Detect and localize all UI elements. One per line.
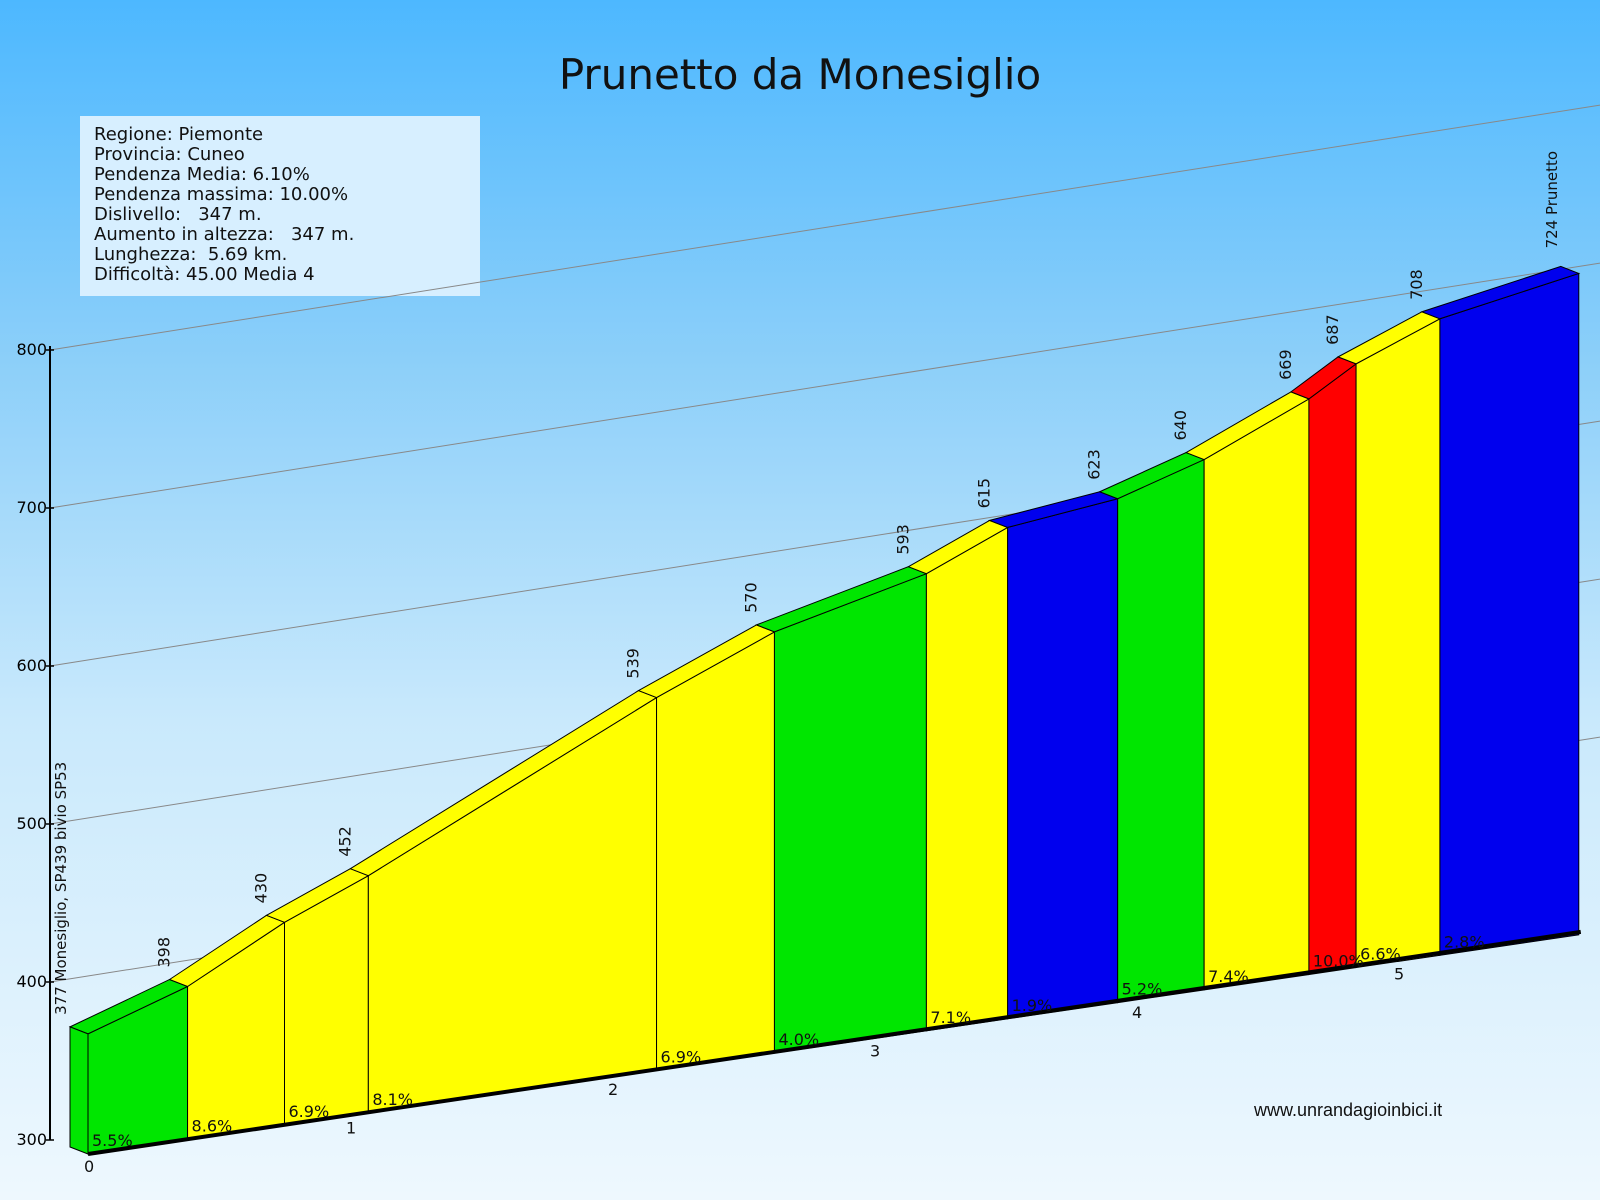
elevation-label: 623 — [1085, 449, 1104, 480]
distance-baseline: 0 1 2 3 4 5 — [84, 929, 1582, 1176]
grade-label: 7.1% — [930, 1008, 971, 1027]
elevation-label: 708 — [1407, 269, 1426, 300]
segment-face — [656, 631, 775, 1072]
end-label: 724 Prunetto — [1543, 151, 1561, 249]
segment-face — [1308, 362, 1357, 976]
grade-label: 6.6% — [1360, 945, 1401, 964]
segment-face — [1007, 498, 1119, 1020]
y-axis: 300 400 500 600 700 800 — [16, 340, 54, 1149]
baseline — [87, 929, 1582, 1156]
grade-label: 8.6% — [192, 1116, 233, 1135]
y-tick-label: 300 — [16, 1130, 47, 1149]
y-tick-label: 800 — [16, 340, 47, 359]
grade-label: 2.8% — [1444, 932, 1485, 951]
km-tick-label: 0 — [84, 1157, 94, 1176]
start-side-face — [69, 1026, 89, 1155]
y-tick-label: 600 — [16, 656, 47, 675]
elevation-label: 430 — [252, 873, 271, 904]
grade-label: 8.1% — [372, 1090, 413, 1109]
grade-label: 5.5% — [92, 1131, 133, 1150]
km-tick-label: 5 — [1394, 964, 1404, 983]
elevation-label: 640 — [1171, 410, 1190, 441]
chart-title: Prunetto da Monesiglio — [558, 50, 1042, 99]
info-region: Regione: Piemonte — [94, 124, 264, 145]
info-max-grade: Pendenza massima: 10.00% — [94, 184, 349, 205]
info-province: Provincia: Cuneo — [94, 144, 245, 165]
elevation-label: 539 — [624, 648, 643, 679]
info-length: Lunghezza: 5.69 km. — [94, 244, 288, 265]
start-label: 377 Monesiglio, SP439 bivio SP53 — [52, 762, 70, 1015]
info-avg-grade: Pendenza Media: 6.10% — [94, 164, 310, 185]
y-tick-label: 700 — [16, 498, 47, 517]
segment-face — [773, 572, 927, 1054]
segment-face — [1117, 458, 1205, 1004]
y-tick-label: 400 — [16, 972, 47, 991]
website-credit: www.unrandagioinbici.it — [1254, 1100, 1443, 1120]
info-box: Regione: Piemonte Provincia: Cuneo Pende… — [80, 116, 480, 296]
segment-face — [925, 526, 1009, 1032]
profile-segments — [68, 265, 1581, 1155]
km-tick-label: 4 — [1132, 1003, 1142, 1022]
km-tick-label: 3 — [870, 1041, 880, 1060]
segment-face — [1203, 398, 1310, 991]
segment-face — [1355, 317, 1441, 969]
grade-label: 4.0% — [778, 1030, 819, 1049]
grade-label: 5.2% — [1122, 980, 1163, 999]
km-tick-label: 1 — [346, 1118, 356, 1137]
grid-line — [49, 262, 1600, 509]
grid-line — [49, 104, 1600, 351]
segment-top — [1420, 265, 1581, 320]
elevation-label: 669 — [1276, 349, 1295, 380]
segment-face — [367, 696, 658, 1114]
y-tick-label: 500 — [16, 814, 47, 833]
info-elevation-gain: Aumento in altezza: 347 m. — [94, 224, 355, 245]
grade-label: 10.0% — [1313, 952, 1364, 971]
km-tick-label: 2 — [608, 1080, 618, 1099]
info-elevation-difference: Dislivello: 347 m. — [94, 204, 262, 225]
grade-label: 6.9% — [289, 1102, 330, 1121]
elevation-label: 687 — [1323, 314, 1342, 345]
grade-label: 7.4% — [1208, 967, 1249, 986]
elevation-label: 570 — [741, 582, 760, 613]
data-labels: 5.5% 8.6% 6.9% 8.1% 6.9% 4.0% 7.1% 1.9% 5.2% 7.4%… — [52, 151, 1561, 1150]
info-difficulty: Difficoltà: 45.00 Media 4 — [94, 264, 315, 285]
elevation-label: 615 — [975, 478, 994, 509]
elevation-label: 452 — [335, 826, 354, 857]
elevation-label: 593 — [893, 524, 912, 555]
grade-label: 6.9% — [661, 1047, 702, 1066]
elevation-label: 398 — [155, 937, 174, 968]
segment-face — [1439, 272, 1580, 956]
grade-label: 1.9% — [1012, 996, 1053, 1015]
